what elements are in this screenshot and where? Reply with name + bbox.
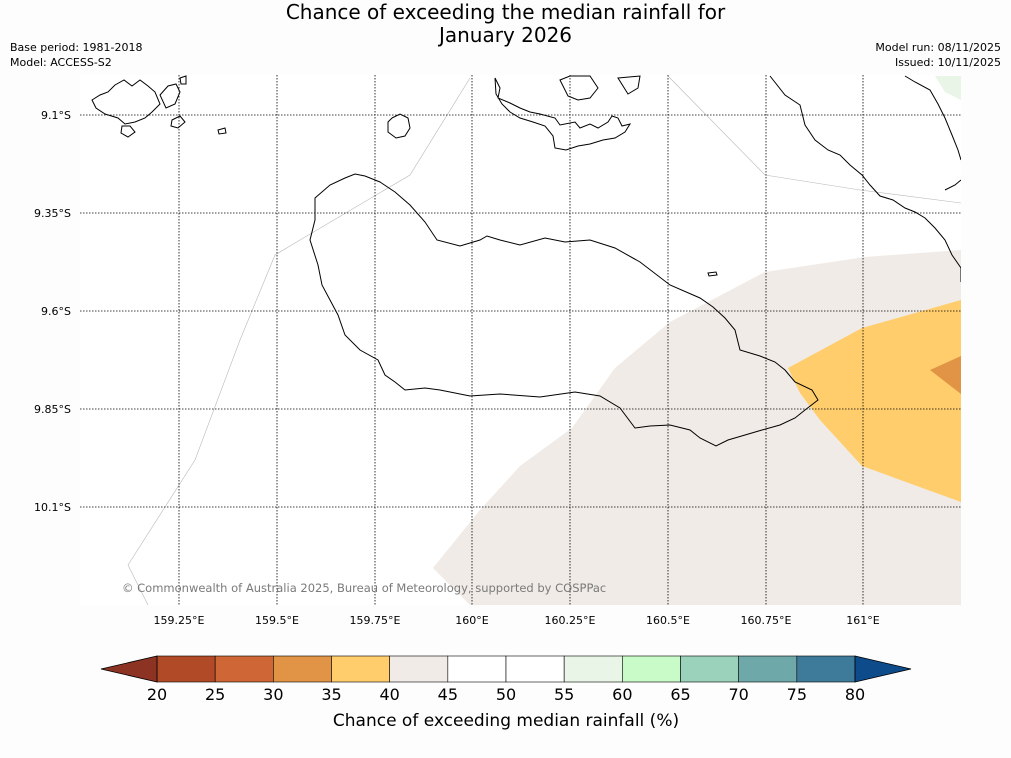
colorbar-tick-label: 60 bbox=[612, 685, 632, 704]
region-45-50 bbox=[433, 250, 961, 605]
meta-right: Model run: 08/11/2025 Issued: 10/11/2025 bbox=[875, 40, 1001, 70]
colorbar-ticks: 20 25 30 35 40 45 50 55 60 65 70 75 80 bbox=[147, 685, 865, 704]
colorbar-tick-label: 30 bbox=[263, 685, 283, 704]
colorbar-cells bbox=[156, 655, 856, 683]
island-russell-small-2 bbox=[170, 115, 186, 129]
colorbar-cell bbox=[738, 655, 798, 683]
colorbar-title: Chance of exceeding median rainfall (%) bbox=[333, 711, 679, 731]
island-russell-small-1 bbox=[120, 125, 136, 138]
island-savo bbox=[387, 113, 411, 139]
lat-label: 10.1°S bbox=[34, 501, 71, 514]
title-line-1: Chance of exceeding the median rainfall … bbox=[285, 0, 726, 24]
issued-text: Issued: 10/11/2025 bbox=[894, 56, 1001, 69]
boundary-line-east bbox=[667, 75, 961, 204]
lon-label: 159.25°E bbox=[154, 614, 205, 627]
region-30-35 bbox=[930, 356, 961, 394]
island-russell-main bbox=[91, 79, 161, 125]
lat-label: 9.1°S bbox=[41, 109, 71, 122]
base-period-text: Base period: 1981-2018 bbox=[10, 41, 143, 54]
island-nggela-main bbox=[494, 77, 632, 151]
lon-label: 161°E bbox=[846, 614, 879, 627]
island-russell-small-3 bbox=[217, 127, 227, 135]
maritime-boundaries bbox=[127, 75, 961, 605]
colorbar-tick-label: 40 bbox=[379, 685, 399, 704]
colorbar-cell bbox=[447, 655, 507, 683]
colorbar-over-arrow bbox=[854, 655, 912, 683]
islet-east bbox=[707, 271, 718, 277]
lat-labels: 9.1°S 9.35°S 9.6°S 9.85°S 10.1°S bbox=[34, 109, 71, 514]
colorbar-tick-label: 55 bbox=[554, 685, 574, 704]
chart-title: Chance of exceeding the median rainfall … bbox=[0, 1, 1011, 47]
lon-label: 159.75°E bbox=[350, 614, 401, 627]
island-group-russell bbox=[91, 75, 227, 138]
colorbar-under-arrow bbox=[100, 655, 158, 683]
colorbar-tick-label: 25 bbox=[205, 685, 225, 704]
colorbar-tick-label: 80 bbox=[845, 685, 865, 704]
colorbar-tick-label: 20 bbox=[147, 685, 167, 704]
lat-label: 9.6°S bbox=[41, 305, 71, 318]
lat-label: 9.35°S bbox=[34, 207, 71, 220]
model-text: Model: ACCESS-S2 bbox=[10, 56, 112, 69]
colorbar-cell bbox=[331, 655, 390, 683]
island-russell-small-4 bbox=[179, 75, 187, 85]
island-russell-east bbox=[159, 83, 181, 109]
island-nggela-ne bbox=[617, 75, 641, 95]
colorbar-cell bbox=[622, 655, 681, 683]
island-guadalcanal bbox=[309, 173, 819, 447]
lat-label: 9.85°S bbox=[34, 403, 71, 416]
lon-label: 159.5°E bbox=[255, 614, 299, 627]
island-malaita-tip bbox=[944, 179, 961, 191]
island-malaita bbox=[769, 75, 961, 282]
lon-labels: 159.25°E 159.5°E 159.75°E 160°E 160.25°E… bbox=[154, 614, 880, 627]
lon-label: 160°E bbox=[455, 614, 488, 627]
colorbar-cell bbox=[563, 655, 623, 683]
region-55-60 bbox=[935, 76, 961, 100]
colorbar-tick-label: 35 bbox=[321, 685, 341, 704]
colorbar-cell bbox=[389, 655, 449, 683]
meta-left: Base period: 1981-2018 Model: ACCESS-S2 bbox=[10, 40, 142, 70]
colorbar-tick-label: 65 bbox=[670, 685, 690, 704]
colorbar-tick-label: 50 bbox=[496, 685, 516, 704]
copyright-text: © Commonwealth of Australia 2025, Bureau… bbox=[122, 581, 606, 595]
colorbar-tick-label: 45 bbox=[438, 685, 458, 704]
colorbar-cell bbox=[505, 655, 565, 683]
boundary-line-west bbox=[127, 77, 471, 605]
colorbar: 20 25 30 35 40 45 50 55 60 65 70 75 80 Chance of exc… bbox=[100, 655, 912, 731]
colorbar-tick-label: 70 bbox=[728, 685, 748, 704]
colorbar-tick-label: 75 bbox=[787, 685, 807, 704]
map-layer bbox=[91, 75, 961, 605]
lon-label: 160.25°E bbox=[545, 614, 596, 627]
colorbar-cell bbox=[214, 655, 274, 683]
model-run-text: Model run: 08/11/2025 bbox=[875, 41, 1001, 54]
title-line-2: January 2026 bbox=[438, 23, 573, 47]
island-malaita-north bbox=[904, 75, 961, 161]
colorbar-cell bbox=[680, 655, 739, 683]
region-35-40 bbox=[788, 300, 961, 502]
lon-label: 160.75°E bbox=[741, 614, 792, 627]
colorbar-cell bbox=[796, 655, 856, 683]
lon-label: 160.5°E bbox=[646, 614, 690, 627]
colorbar-cell bbox=[273, 655, 332, 683]
colorbar-cell bbox=[156, 655, 216, 683]
gridlines bbox=[80, 75, 961, 605]
